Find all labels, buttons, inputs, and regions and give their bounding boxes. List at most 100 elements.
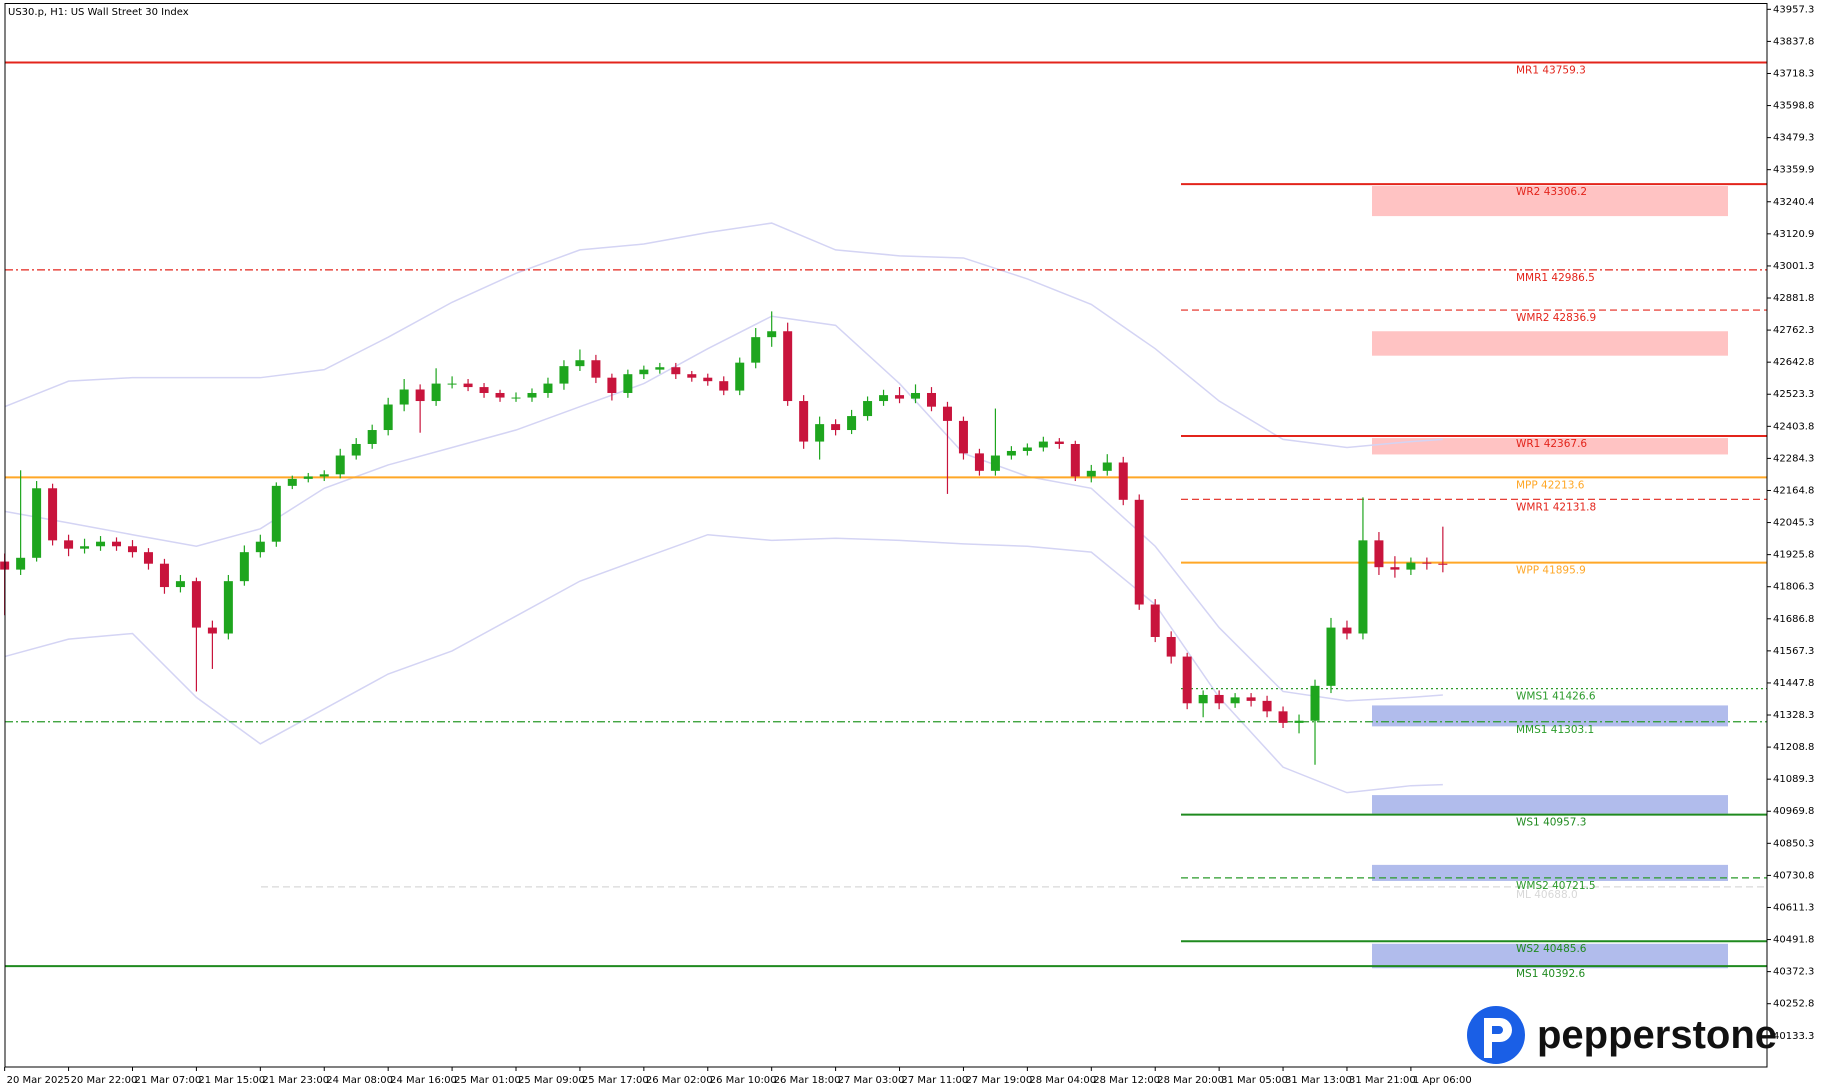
y-tick-label: 40491.8 [1773, 935, 1814, 946]
candle-body [895, 395, 905, 399]
y-tick-label: 42164.8 [1773, 485, 1814, 496]
zones [1372, 186, 1728, 969]
y-tick-label: 42523.3 [1773, 389, 1814, 400]
y-tick-label: 40611.3 [1773, 902, 1814, 913]
y-tick-label: 41806.3 [1773, 582, 1814, 593]
candle-body [1246, 697, 1256, 701]
candle-body [463, 383, 473, 388]
candle-body [990, 455, 1000, 471]
level-label: WR2 43306.2 [1516, 186, 1587, 198]
chart-title: US30.p, H1: US Wall Street 30 Index [8, 7, 189, 18]
x-tick-label: 25 Mar 17:00 [582, 1075, 649, 1086]
y-tick-label: 40850.3 [1773, 838, 1814, 849]
candle-body [1230, 697, 1240, 704]
level-label: WS2 40485.6 [1516, 943, 1587, 955]
levels: MR1 43759.3 WR2 43306.2 MMR1 42986.5 WMR2 4… [5, 61, 1767, 980]
candle-body [431, 383, 441, 402]
x-tick-label: 21 Mar 23:00 [262, 1075, 329, 1086]
candle-body [1038, 441, 1048, 448]
band-line [4, 315, 1443, 702]
candle-body [127, 546, 137, 553]
level-label: WMS2 40721.5 [1516, 880, 1596, 892]
x-tick-label: 24 Mar 08:00 [326, 1075, 393, 1086]
candle-body [1310, 685, 1320, 721]
candle-body [367, 430, 377, 444]
candle-body [1262, 700, 1272, 712]
x-tick-label: 28 Mar 04:00 [1029, 1075, 1096, 1086]
zone [1372, 943, 1728, 969]
candle-body [735, 362, 745, 391]
candle-body [1438, 563, 1448, 565]
candle-body [1070, 443, 1080, 477]
y-tick-label: 42284.3 [1773, 453, 1814, 464]
x-tick-label: 26 Mar 10:00 [710, 1075, 777, 1086]
candle-body [1326, 627, 1336, 686]
candle-body [1374, 540, 1384, 568]
y-tick-label: 40969.8 [1773, 806, 1814, 817]
candle-body [1358, 540, 1368, 634]
x-tick-label: 21 Mar 07:00 [134, 1075, 201, 1086]
candle-body [1006, 450, 1016, 456]
candle-body [495, 392, 505, 398]
candle-body [1086, 470, 1096, 477]
candle-body [447, 383, 457, 385]
y-tick-label: 43718.3 [1773, 68, 1814, 79]
candle-body [926, 392, 936, 407]
candle-body [1118, 462, 1128, 500]
x-tick-label: 31 Mar 05:00 [1221, 1075, 1288, 1086]
candle-body [1390, 567, 1400, 570]
y-tick-label: 42403.8 [1773, 421, 1814, 432]
level-label: MMR1 42986.5 [1516, 272, 1595, 284]
level-label: WMR1 42131.8 [1516, 501, 1596, 513]
y-tick-label: 43598.8 [1773, 101, 1814, 112]
candle-body [1278, 711, 1288, 723]
candle-body [239, 552, 249, 582]
x-tick-label: 20 Mar 22:00 [71, 1075, 138, 1086]
candle-body [559, 366, 569, 384]
level-label: ML 40688.0 [1516, 889, 1578, 901]
x-tick-label: 26 Mar 18:00 [774, 1075, 841, 1086]
level-label: WR1 42367.6 [1516, 438, 1587, 450]
candle-body [815, 424, 825, 442]
y-tick-label: 40133.3 [1773, 1031, 1814, 1042]
candle-body [271, 485, 281, 542]
candle-body [96, 541, 106, 547]
candle-body [383, 404, 393, 431]
x-tick-label: 27 Mar 19:00 [965, 1075, 1032, 1086]
candle-body [1054, 441, 1064, 444]
candle-body [511, 397, 521, 399]
x-tick-label: 31 Mar 21:00 [1349, 1075, 1416, 1086]
y-tick-label: 43957.3 [1773, 4, 1814, 15]
candle-body [415, 389, 425, 402]
band-line [4, 222, 1443, 449]
y-tick-label: 43120.9 [1773, 229, 1814, 240]
x-tick-label: 21 Mar 15:00 [198, 1075, 265, 1086]
candle-body [399, 389, 409, 405]
candle-body [543, 383, 553, 393]
zone [1372, 705, 1728, 727]
candle-body [831, 424, 841, 431]
candle-body [319, 474, 329, 477]
y-tick-label: 41567.3 [1773, 646, 1814, 657]
zone [1372, 186, 1728, 217]
candle-body [974, 453, 984, 471]
logo: pepperstone [1467, 1006, 1777, 1064]
y-tick-label: 43837.8 [1773, 36, 1814, 47]
candle-body [287, 478, 297, 486]
x-tick-label: 31 Mar 13:00 [1285, 1075, 1352, 1086]
candle-body [479, 387, 489, 393]
candle-body [64, 540, 74, 549]
x-tick-label: 27 Mar 03:00 [838, 1075, 905, 1086]
candle-body [639, 369, 649, 375]
candle-body [607, 377, 617, 393]
plot-frame [4, 3, 1768, 1068]
level-label: MS1 40392.6 [1516, 968, 1585, 980]
candle-body [751, 337, 761, 363]
y-tick-label: 41208.8 [1773, 742, 1814, 753]
candle-body [1294, 720, 1304, 723]
candle-body [255, 541, 265, 553]
y-tick-label: 40252.8 [1773, 999, 1814, 1010]
candle-body [16, 557, 26, 570]
candle-body [1342, 627, 1352, 634]
